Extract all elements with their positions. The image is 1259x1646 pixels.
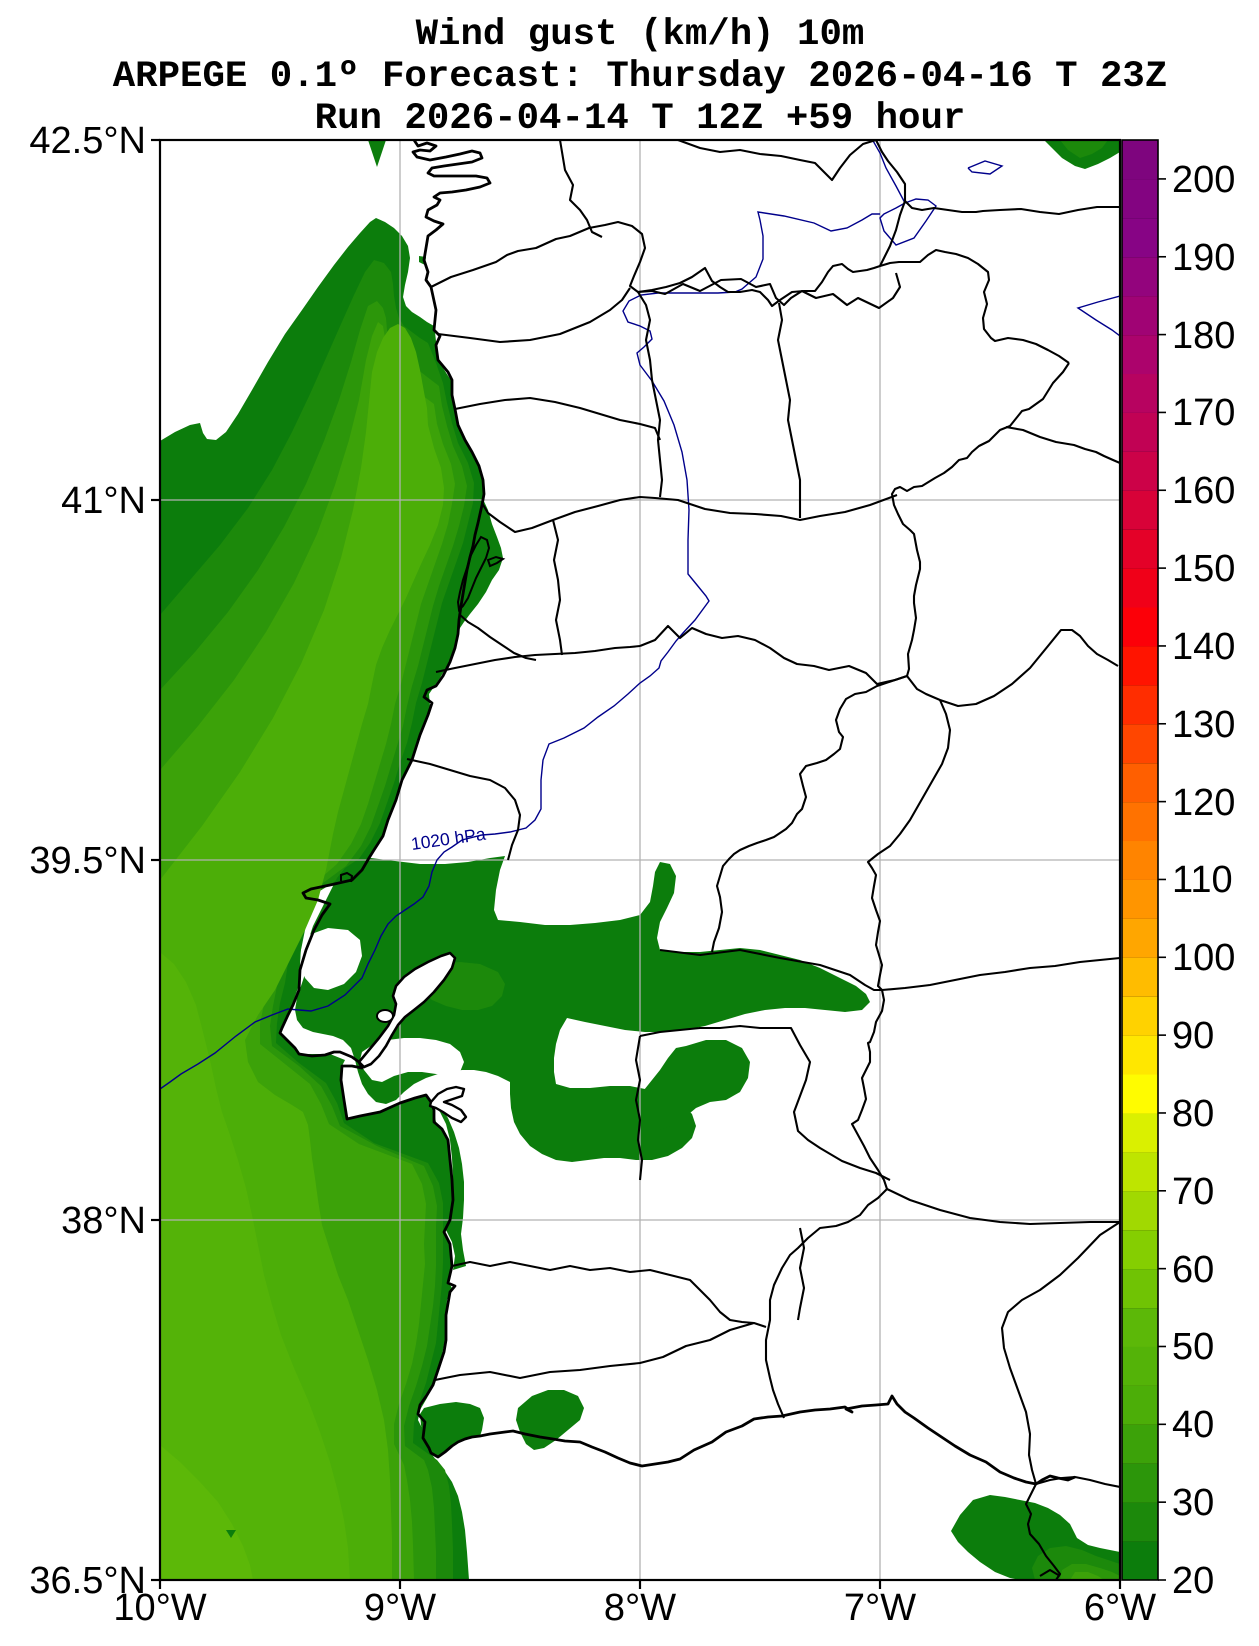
svg-text:39.5°N: 39.5°N [29, 840, 146, 882]
svg-text:70: 70 [1172, 1171, 1214, 1213]
svg-text:160: 160 [1172, 470, 1235, 512]
svg-text:41°N: 41°N [61, 480, 146, 522]
svg-text:90: 90 [1172, 1015, 1214, 1057]
svg-text:130: 130 [1172, 704, 1235, 746]
svg-text:6°W: 6°W [1084, 1587, 1156, 1629]
svg-text:ARPEGE 0.1º Forecast: Thursday: ARPEGE 0.1º Forecast: Thursday 2026-04-1… [113, 56, 1168, 98]
svg-text:100: 100 [1172, 937, 1235, 979]
svg-text:80: 80 [1172, 1093, 1214, 1135]
svg-text:190: 190 [1172, 237, 1235, 279]
svg-text:120: 120 [1172, 782, 1235, 824]
svg-text:38°N: 38°N [61, 1200, 146, 1242]
svg-text:36.5°N: 36.5°N [29, 1560, 146, 1602]
svg-text:110: 110 [1172, 859, 1233, 901]
svg-text:20: 20 [1172, 1560, 1214, 1602]
svg-text:200: 200 [1172, 159, 1235, 201]
svg-text:7°W: 7°W [844, 1587, 916, 1629]
svg-text:60: 60 [1172, 1249, 1214, 1291]
svg-text:8°W: 8°W [604, 1587, 676, 1629]
svg-text:150: 150 [1172, 548, 1235, 590]
svg-text:170: 170 [1172, 392, 1235, 434]
svg-text:50: 50 [1172, 1326, 1214, 1368]
svg-text:9°W: 9°W [364, 1587, 436, 1629]
svg-text:Run 2026-04-14 T 12Z +59 hour: Run 2026-04-14 T 12Z +59 hour [315, 98, 966, 140]
svg-text:10°W: 10°W [113, 1587, 206, 1629]
svg-text:Wind gust (km/h) 10m: Wind gust (km/h) 10m [416, 14, 865, 56]
svg-text:30: 30 [1172, 1482, 1214, 1524]
svg-text:140: 140 [1172, 626, 1235, 668]
svg-text:180: 180 [1172, 315, 1235, 357]
svg-text:42.5°N: 42.5°N [29, 120, 146, 162]
svg-text:40: 40 [1172, 1404, 1214, 1446]
